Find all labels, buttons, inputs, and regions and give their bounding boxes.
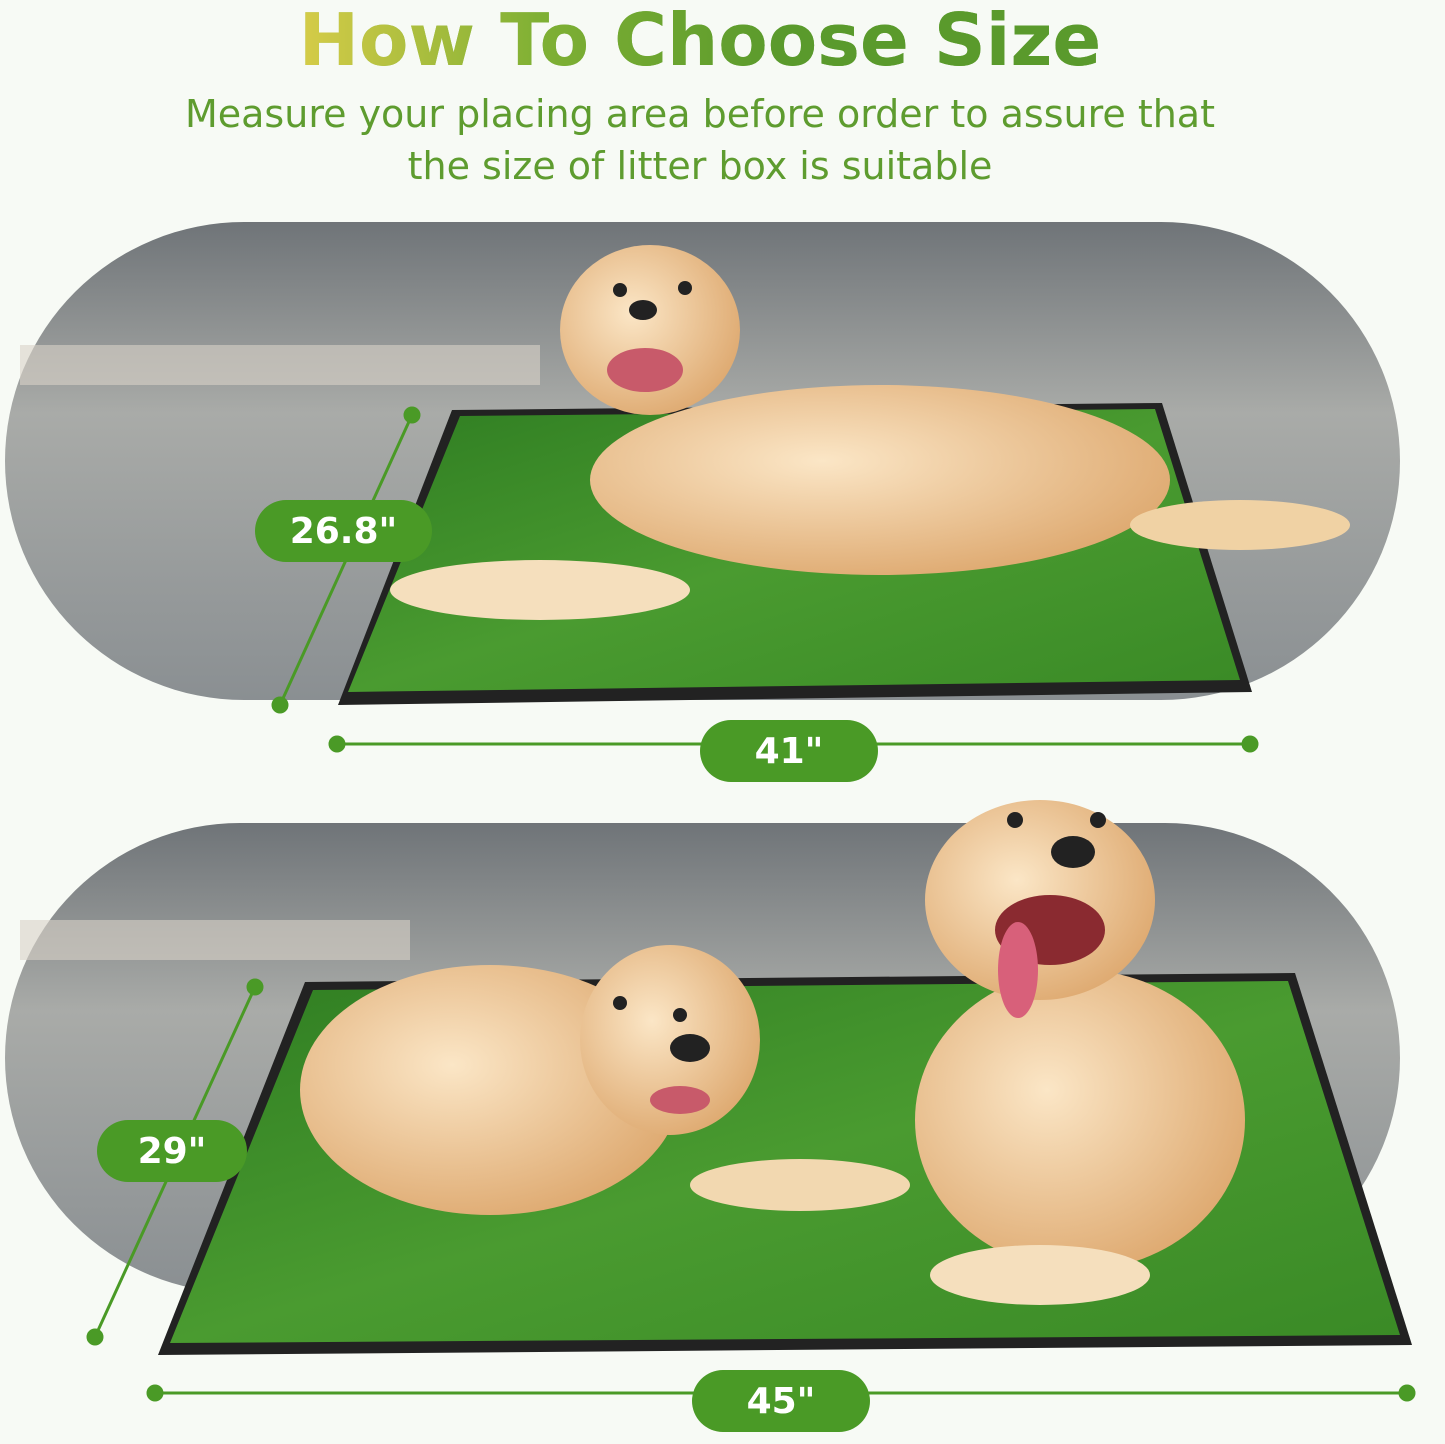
depth-label: 29" xyxy=(97,1120,247,1182)
dog xyxy=(915,800,1245,1305)
subtitle-line-2: the size of litter box is suitable xyxy=(407,144,993,188)
page-title: How To Choose Size xyxy=(0,0,1400,80)
product-photo-small xyxy=(5,222,1400,705)
dog xyxy=(390,245,1350,620)
product-photo-large xyxy=(5,800,1412,1355)
depth-label: 26.8" xyxy=(255,500,432,562)
dog xyxy=(300,945,910,1215)
width-label: 45" xyxy=(692,1370,870,1432)
subtitle: Measure your placing area before order t… xyxy=(0,88,1400,192)
width-label: 41" xyxy=(700,720,878,782)
subtitle-line-1: Measure your placing area before order t… xyxy=(184,92,1215,136)
